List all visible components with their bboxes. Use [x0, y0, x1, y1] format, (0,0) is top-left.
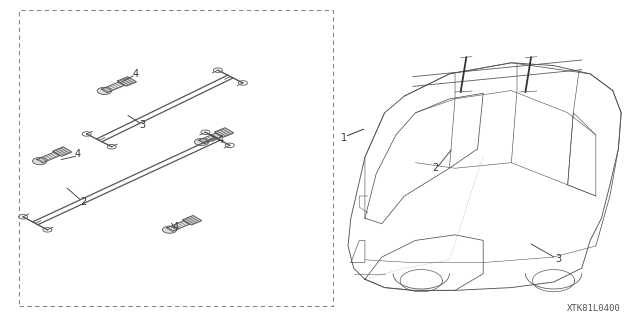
Circle shape: [97, 87, 111, 94]
Circle shape: [163, 226, 177, 233]
Polygon shape: [215, 128, 234, 137]
Text: 4: 4: [217, 135, 223, 145]
Text: 1: 1: [340, 133, 347, 143]
Polygon shape: [102, 82, 125, 93]
Text: 2: 2: [80, 197, 86, 207]
Polygon shape: [167, 221, 190, 231]
Polygon shape: [199, 133, 222, 144]
Circle shape: [33, 158, 47, 165]
Text: XTK81L0400: XTK81L0400: [567, 304, 621, 313]
Polygon shape: [183, 216, 202, 225]
Polygon shape: [37, 152, 60, 163]
Text: 3: 3: [555, 254, 561, 264]
Circle shape: [195, 138, 209, 145]
Text: 2: 2: [432, 163, 438, 174]
Polygon shape: [118, 77, 136, 86]
Text: 3: 3: [139, 120, 145, 130]
Text: 4: 4: [172, 222, 179, 232]
Text: 4: 4: [132, 69, 139, 79]
Polygon shape: [53, 147, 72, 156]
Text: 4: 4: [75, 149, 81, 160]
